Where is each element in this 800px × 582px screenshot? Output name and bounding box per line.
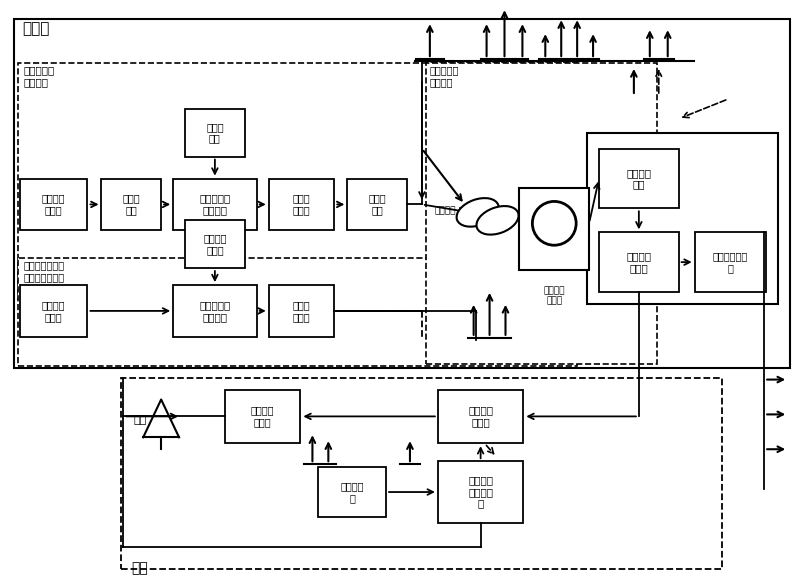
Bar [269,179,334,230]
Bar [185,109,245,157]
Bar [185,221,245,268]
Bar [438,389,523,443]
Text: 可调滤
波器: 可调滤 波器 [368,194,386,215]
Text: 天线: 天线 [134,416,146,425]
Text: 泵浦信号光
发生系统: 泵浦信号光 发生系统 [24,65,55,87]
Bar [426,63,657,364]
Ellipse shape [457,198,498,226]
Bar [102,179,161,230]
Text: 第一光电检测
器: 第一光电检测 器 [713,251,748,273]
Text: 射频信号
发生器: 射频信号 发生器 [203,233,226,255]
Bar [438,461,523,523]
Bar [347,179,407,230]
Text: 第二马赫曾
德调制器: 第二马赫曾 德调制器 [199,194,230,215]
Bar [694,232,766,292]
Ellipse shape [477,206,518,235]
Text: 基站: 基站 [131,560,148,574]
Bar [225,389,301,443]
Text: 可调窄带
滤波器: 可调窄带 滤波器 [626,251,651,273]
Bar [18,63,577,300]
Bar [318,467,386,517]
Text: 第一可调
激光器: 第一可调 激光器 [42,194,66,215]
Text: 中心站: 中心站 [22,22,49,36]
Bar [14,19,790,368]
Text: 第二可调
激光器: 第二可调 激光器 [42,300,66,322]
Bar [20,179,87,230]
Text: 第一马赫
曾德调制
器: 第一马赫 曾德调制 器 [468,475,493,509]
Text: 第三光
放大器: 第三光 放大器 [293,300,310,322]
Bar [269,285,334,337]
Text: 第一光放
大器: 第一光放 大器 [626,168,651,189]
Text: 第二光电
检测器: 第二光电 检测器 [251,406,274,427]
Text: 偏振控
制器: 偏振控 制器 [122,194,140,215]
Bar [599,148,678,208]
Text: 硅基微环
谐振腔: 硅基微环 谐振腔 [543,286,565,306]
Text: 二频率分量探测
信号光发生系统: 二频率分量探测 信号光发生系统 [24,260,65,282]
Bar [519,189,589,270]
Bar [173,285,257,337]
Bar [122,378,722,569]
Bar [599,232,678,292]
Bar [173,179,257,230]
Text: 下行数
据源: 下行数 据源 [206,122,224,144]
Bar [20,285,87,337]
Text: 第二光
放大器: 第二光 放大器 [293,194,310,215]
Text: 硅基微环谐
振腔系统: 硅基微环谐 振腔系统 [430,65,459,87]
Text: 上行数据
源: 上行数据 源 [341,481,364,503]
Bar [18,258,577,365]
Text: 光耦合器: 光耦合器 [435,206,456,215]
Text: 光纤布拉
格光栅: 光纤布拉 格光栅 [468,406,493,427]
Text: 第三马赫曾
德调制器: 第三马赫曾 德调制器 [199,300,230,322]
Bar [587,133,778,304]
